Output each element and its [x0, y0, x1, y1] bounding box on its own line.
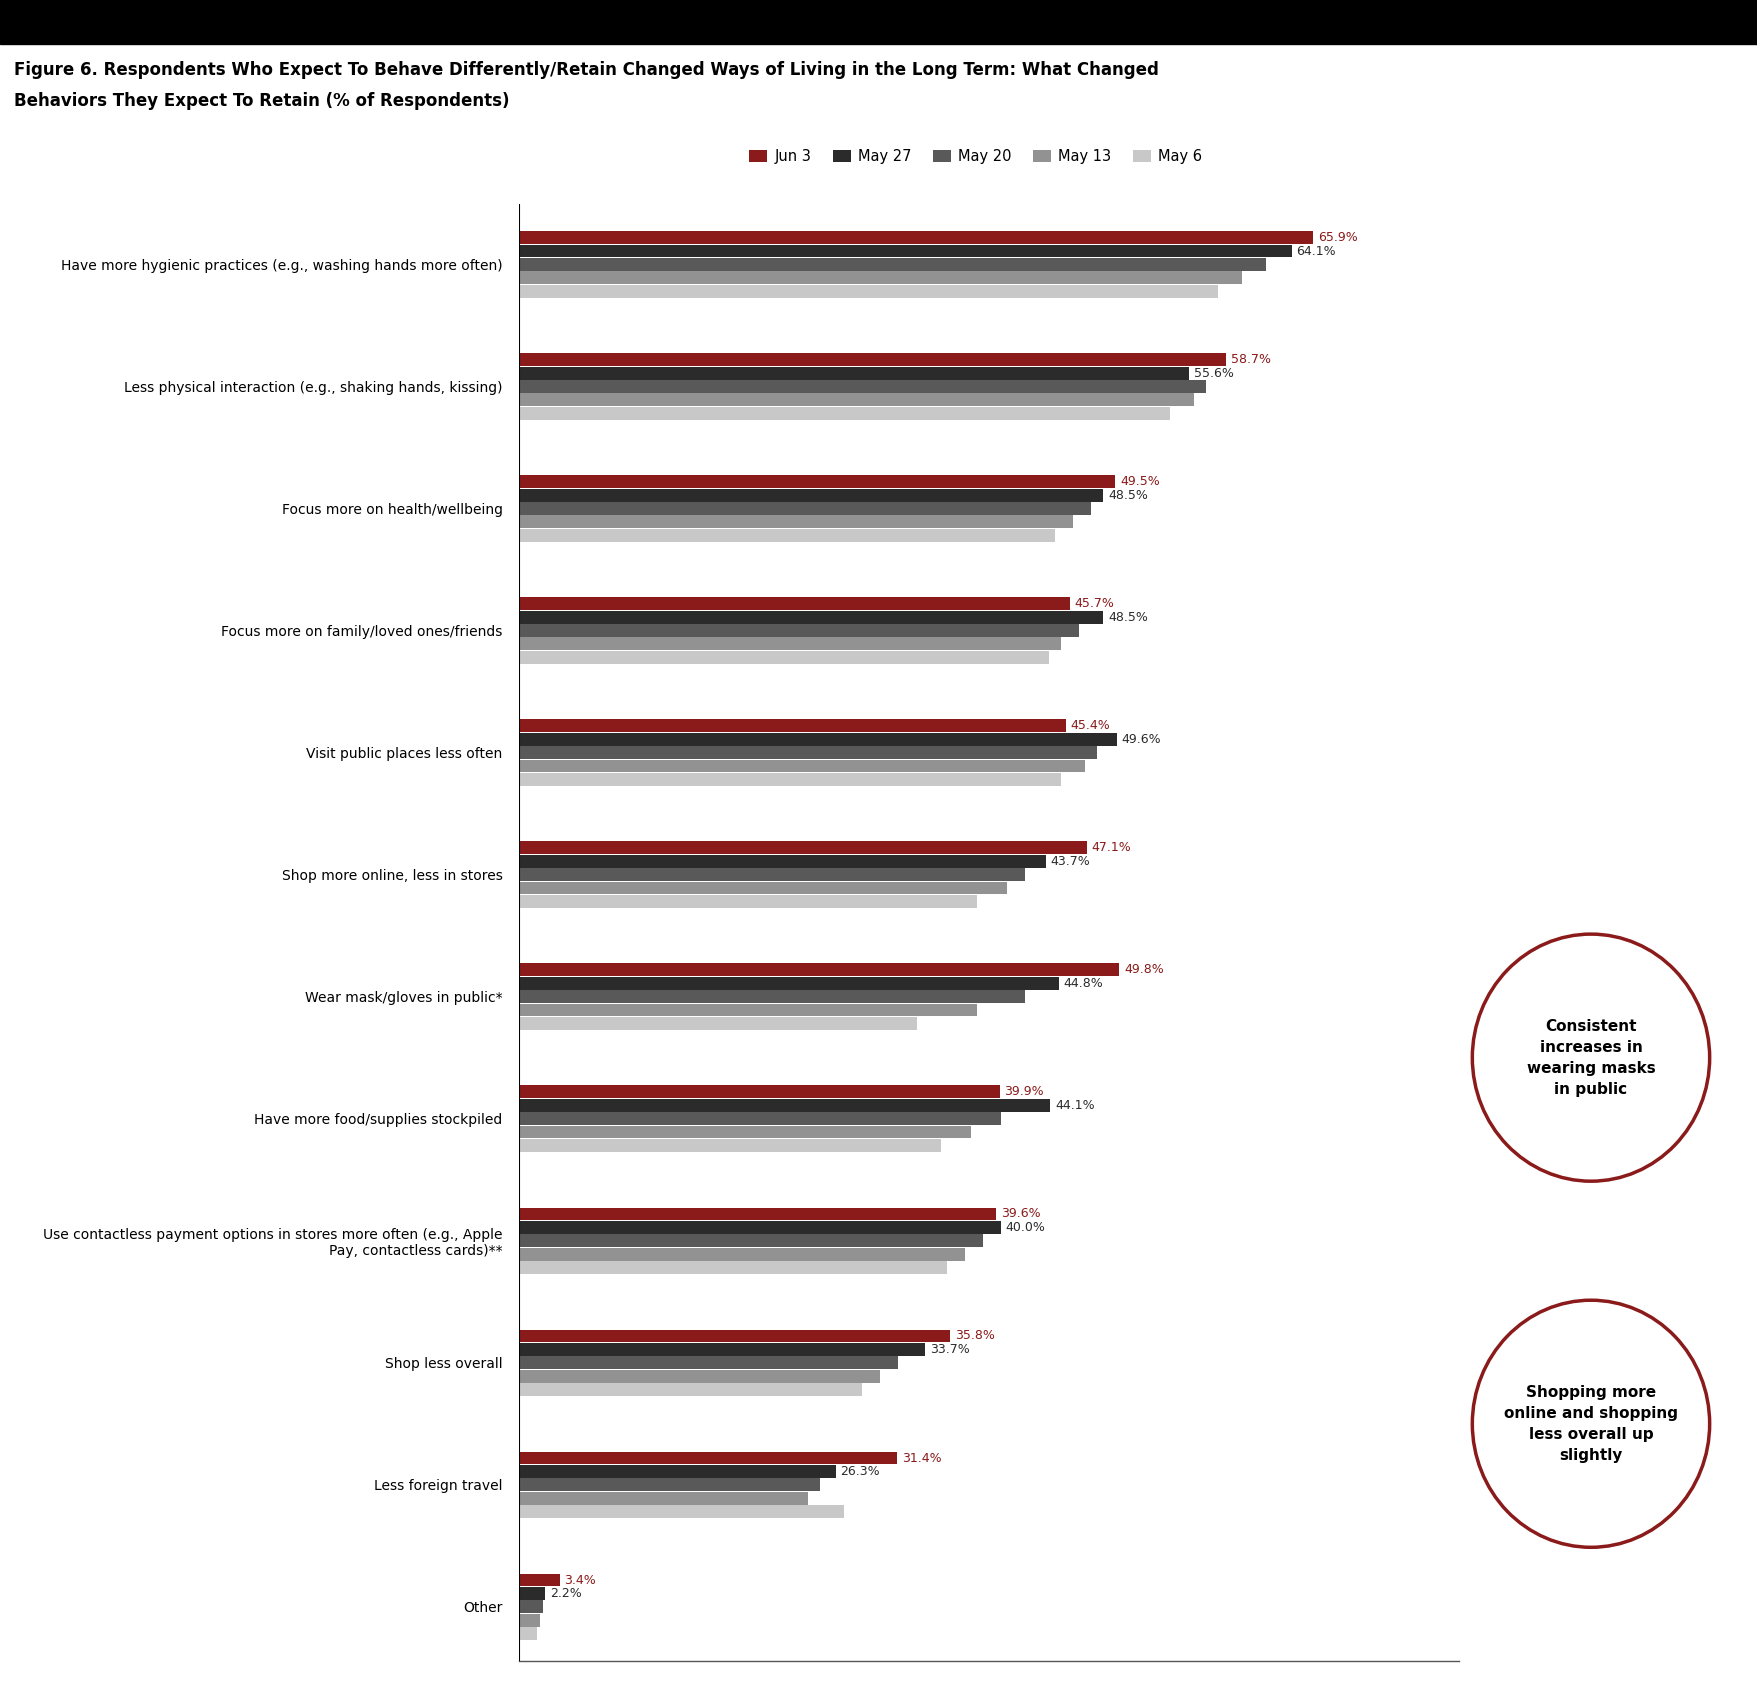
Bar [518, 503, 1091, 515]
Bar [518, 1491, 808, 1505]
Bar [518, 1452, 896, 1464]
Bar [518, 1126, 970, 1138]
Text: 39.6%: 39.6% [1000, 1208, 1040, 1220]
Bar [518, 990, 1024, 1004]
Bar [518, 1017, 915, 1029]
Bar [518, 1586, 545, 1600]
Bar [518, 394, 1193, 406]
Bar [518, 1085, 1000, 1099]
Bar [518, 760, 1084, 772]
Bar [518, 637, 1061, 651]
Text: 49.5%: 49.5% [1119, 475, 1160, 489]
Text: Shopping more
online and shopping
less overall up
slightly: Shopping more online and shopping less o… [1504, 1385, 1676, 1462]
Bar [518, 285, 1218, 298]
Bar [518, 651, 1049, 665]
Text: Behaviors They Expect To Retain (% of Respondents): Behaviors They Expect To Retain (% of Re… [14, 92, 510, 111]
Bar [518, 475, 1116, 487]
Text: 58.7%: 58.7% [1230, 353, 1270, 366]
Bar [518, 353, 1226, 366]
Bar [518, 610, 1103, 624]
Text: 45.7%: 45.7% [1074, 598, 1114, 610]
Bar [518, 1261, 945, 1275]
Text: 33.7%: 33.7% [929, 1343, 970, 1356]
Bar [518, 895, 977, 908]
Text: 2.2%: 2.2% [550, 1586, 582, 1600]
Bar [518, 1343, 924, 1356]
Bar [518, 1505, 843, 1518]
Bar [518, 1138, 940, 1152]
Bar [518, 1208, 996, 1220]
Text: 44.1%: 44.1% [1054, 1099, 1095, 1111]
Text: 31.4%: 31.4% [901, 1452, 942, 1464]
Bar [518, 1573, 559, 1586]
Bar [518, 489, 1103, 501]
Text: 43.7%: 43.7% [1049, 855, 1089, 867]
Text: Consistent
increases in
wearing masks
in public: Consistent increases in wearing masks in… [1525, 1019, 1655, 1097]
Bar [518, 855, 1045, 867]
Text: 44.8%: 44.8% [1063, 976, 1103, 990]
Text: 35.8%: 35.8% [954, 1329, 994, 1343]
Bar [518, 257, 1265, 271]
Bar [518, 1247, 965, 1261]
Bar [518, 1329, 951, 1343]
Bar [518, 1004, 977, 1017]
Legend: Jun 3, May 27, May 20, May 13, May 6: Jun 3, May 27, May 20, May 13, May 6 [743, 143, 1207, 170]
Bar [518, 976, 1058, 990]
Text: 64.1%: 64.1% [1295, 245, 1335, 257]
Text: 26.3%: 26.3% [840, 1465, 880, 1477]
Bar [518, 842, 1086, 854]
Text: 45.4%: 45.4% [1070, 719, 1110, 733]
Text: 48.5%: 48.5% [1107, 610, 1147, 624]
Bar [518, 624, 1079, 637]
Bar [518, 963, 1119, 976]
Bar [518, 719, 1065, 733]
Text: 48.5%: 48.5% [1107, 489, 1147, 501]
Bar [518, 733, 1116, 746]
Bar [518, 746, 1096, 758]
Bar [518, 245, 1291, 257]
Bar [518, 1465, 835, 1477]
Bar [518, 598, 1068, 610]
Bar [518, 1479, 819, 1491]
Bar [518, 1234, 982, 1247]
Bar [518, 1099, 1049, 1111]
Text: 40.0%: 40.0% [1005, 1220, 1045, 1234]
Bar [518, 407, 1168, 419]
Bar [518, 528, 1054, 542]
Text: 47.1%: 47.1% [1091, 842, 1130, 854]
Bar [518, 232, 1312, 244]
Bar [518, 380, 1205, 394]
Bar [518, 1113, 1000, 1125]
Bar [518, 774, 1061, 786]
Bar [518, 366, 1188, 380]
Text: Figure 6. Respondents Who Expect To Behave Differently/Retain Changed Ways of Li: Figure 6. Respondents Who Expect To Beha… [14, 61, 1158, 80]
Text: 49.8%: 49.8% [1123, 963, 1163, 976]
Text: 3.4%: 3.4% [564, 1573, 596, 1586]
Bar [518, 515, 1074, 528]
Bar [518, 1370, 880, 1382]
Bar [518, 867, 1024, 881]
Bar [518, 1356, 898, 1368]
Bar [518, 881, 1007, 895]
Text: 49.6%: 49.6% [1121, 733, 1160, 746]
Text: 39.9%: 39.9% [1003, 1085, 1044, 1099]
Bar [518, 271, 1242, 285]
Bar [518, 1220, 1000, 1234]
Bar [518, 1627, 536, 1639]
Bar [518, 1384, 861, 1396]
Bar [518, 1600, 543, 1614]
Text: 55.6%: 55.6% [1193, 366, 1233, 380]
Text: 65.9%: 65.9% [1318, 232, 1356, 244]
Bar [518, 1614, 539, 1627]
